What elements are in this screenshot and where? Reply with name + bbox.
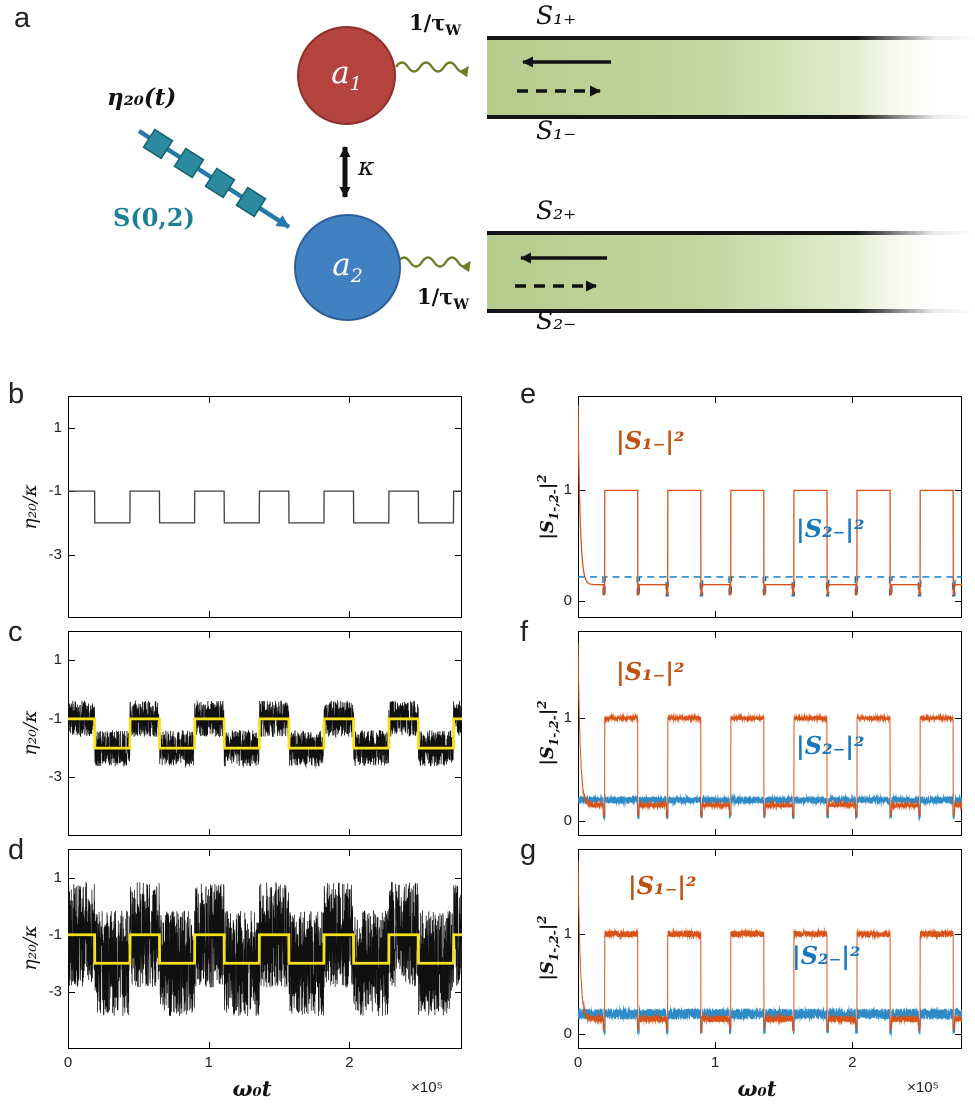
- panel-label-e: e: [520, 378, 537, 410]
- chart-canvas-f: [578, 631, 962, 836]
- y-tick-label: 1: [563, 481, 572, 499]
- chart-canvas-g: [578, 849, 962, 1049]
- chart-canvas-d: [68, 849, 462, 1049]
- x-multiplier-left: ×10⁵: [411, 1079, 443, 1096]
- chart-panel-e: 1 0 |S₁₋|² |S₂₋|²: [564, 396, 962, 618]
- chart-panel-f: 1 0 |S₁₋|² |S₂₋|²: [564, 631, 962, 836]
- y-tick-label: 1: [563, 925, 572, 942]
- y-tick-label: -1: [48, 709, 62, 727]
- source-state-label: S(0,2): [113, 203, 195, 232]
- ylabel-g: |S1-,2-|2: [535, 915, 561, 981]
- panel-label-d: d: [8, 834, 25, 866]
- y-tick-label: 0: [563, 592, 572, 610]
- x-multiplier-right: ×10⁵: [907, 1079, 939, 1096]
- guided-wave-arrows: [515, 56, 611, 292]
- series-legend-g-1: |S₂₋|²: [792, 941, 861, 970]
- series-legend-g-0: |S₁₋|²: [628, 871, 697, 900]
- panel-label-b: b: [8, 378, 25, 410]
- panel-label-c: c: [8, 616, 23, 648]
- pulse-square-icon: [142, 128, 174, 160]
- chart-panel-d: 1 -1 -3 0 1 2: [49, 849, 462, 1071]
- y-tick-label: -3: [48, 982, 62, 1000]
- series-legend-f-0: |S₁₋|²: [616, 657, 685, 686]
- port-label-s1-minus: S₁₋: [536, 116, 577, 145]
- y-tick-label: -3: [48, 768, 62, 786]
- resonator-a1: a1: [297, 26, 396, 125]
- chart-canvas-b: [68, 396, 462, 618]
- port-label-s2-minus: S₂₋: [536, 306, 577, 335]
- panel-label-f: f: [520, 616, 529, 648]
- ylabel-c: η₂₀/κ: [19, 710, 41, 756]
- ylabel-e: |S1-,2-|2: [535, 474, 561, 540]
- y-tick-label: 1: [53, 418, 62, 436]
- pulse-square-icon: [235, 186, 267, 218]
- series-legend-e-1: |S₂₋|²: [796, 514, 865, 543]
- ylabel-b: η₂₀/κ: [19, 484, 41, 530]
- schematic-arrows: [137, 56, 611, 292]
- y-tick-label: 1: [53, 868, 62, 886]
- y-tick-label: -1: [48, 925, 62, 943]
- y-tick-label: 0: [563, 811, 572, 829]
- ylabel-f: |S1-,2-|2: [535, 700, 561, 766]
- y-tick-label: -3: [48, 545, 62, 563]
- pulse-square-icon: [204, 167, 236, 199]
- y-tick-label: 1: [53, 651, 62, 669]
- tau-label-2: 1/τW: [417, 284, 470, 314]
- waveguide-fade: [856, 18, 975, 320]
- ylabel-d: η₂₀/κ: [19, 925, 41, 971]
- y-tick-label: -1: [48, 482, 62, 500]
- y-tick-label: 0: [563, 1025, 572, 1042]
- chart-panel-g: 1 0 0 1 2 |S₁₋|² |S₂₋|²: [564, 849, 962, 1071]
- y-tick-label: 1: [563, 709, 572, 727]
- xlabel-right: ω₀t: [737, 1076, 777, 1101]
- wavy-coupling-arrow-2: [397, 256, 471, 273]
- x-tick-label: 0: [573, 1054, 583, 1071]
- x-tick-label: 2: [848, 1054, 857, 1071]
- chart-panel-c: 1 -1 -3: [49, 631, 462, 836]
- panel-label-a: a: [14, 2, 31, 34]
- chart-canvas-c: [68, 631, 462, 836]
- x-tick-label: 0: [63, 1054, 73, 1071]
- resonator-a2: a2: [294, 214, 401, 321]
- resonator-a1-label: a1: [331, 55, 362, 96]
- series-legend-e-0: |S₁₋|²: [616, 426, 685, 455]
- series-legend-f-1: |S₂₋|²: [796, 731, 865, 760]
- wavy-coupling-arrow-1: [395, 61, 469, 78]
- pulse-square-icon: [173, 147, 205, 179]
- port-label-s2-plus: S₂₊: [536, 196, 577, 225]
- x-tick-label: 1: [710, 1054, 720, 1071]
- x-tick-label: 2: [345, 1054, 354, 1071]
- eta-input-label: η₂₀(t): [107, 84, 177, 111]
- x-tick-label: 1: [204, 1054, 213, 1071]
- tau-label-1: 1/τW: [409, 10, 462, 40]
- panel-label-g: g: [520, 834, 537, 866]
- resonator-a2-label: a2: [332, 247, 363, 288]
- input-pulse-arrow: [137, 128, 291, 229]
- kappa-coupling-label: κ: [358, 152, 375, 181]
- schematic-panel: a: [0, 0, 975, 380]
- xlabel-left: ω₀t: [232, 1076, 272, 1101]
- port-label-s1-plus: S₁₊: [536, 1, 577, 30]
- chart-panel-b: 1 -1 -3: [49, 396, 462, 618]
- chart-canvas-e: [578, 396, 962, 618]
